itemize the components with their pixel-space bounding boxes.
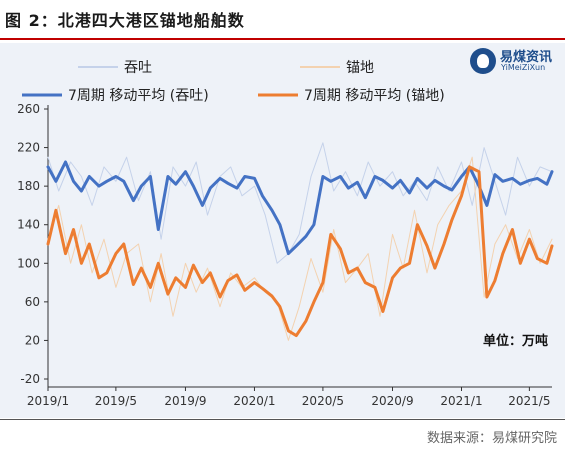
legend-label: 锚地 — [346, 60, 374, 76]
y-tick-label: 260 — [17, 102, 40, 116]
logo: 易煤资讯 YiMeiZiXun — [470, 46, 562, 78]
x-tick-label: 2020/1 — [233, 394, 275, 408]
footer-rule — [0, 419, 565, 420]
x-tick-label: 2020/5 — [302, 394, 344, 408]
title-bar: 图 2：北港四大港区锚地船舶数 — [0, 0, 565, 40]
legend-item-anchorage-raw: 锚地 — [300, 60, 374, 76]
source-note: 数据来源：易煤研究院 — [426, 431, 557, 446]
x-tick-label: 2019/9 — [164, 394, 206, 408]
x-tick-label: 2021/1 — [440, 394, 482, 408]
series-line-throughput-ma — [46, 160, 554, 256]
x-tick-label: 2021/5 — [508, 394, 550, 408]
legend-item-throughput-ma: 7周期 移动平均 (吞吐) — [22, 88, 209, 104]
y-tick-label: 20 — [25, 333, 40, 347]
series-line-throughput-raw — [47, 142, 553, 264]
logo-mark — [470, 48, 496, 74]
legend-label: 7周期 移动平均 (吞吐) — [68, 88, 209, 104]
logo-text-en: YiMeiZiXun — [501, 63, 546, 72]
chart-frame: -20 20 60 100 140 180 220 260 2019/1 2019/5 2019/9… — [0, 43, 565, 418]
legend-label: 7周期 移动平均 (锚地) — [304, 88, 445, 104]
x-tick-label: 2019/5 — [95, 394, 137, 408]
y-tick-label: 180 — [17, 179, 40, 193]
chart-svg: -20 20 60 100 140 180 220 260 2019/1 2019/5 2019/9… — [17, 60, 554, 408]
x-tick-label: 2019/1 — [27, 394, 69, 408]
y-tick-label: 60 — [25, 295, 40, 309]
y-tick-label: -20 — [20, 372, 40, 386]
title-rule — [0, 38, 565, 40]
x-tick-label: 2020/9 — [371, 394, 413, 408]
y-tick-label: 140 — [17, 218, 40, 232]
legend-item-anchorage-ma: 7周期 移动平均 (锚地) — [258, 88, 445, 104]
series-line-anchorage-ma — [46, 165, 554, 338]
y-tick-label: 220 — [17, 141, 40, 155]
y-tick-label: 100 — [17, 256, 40, 270]
legend-item-throughput-raw: 吞吐 — [78, 60, 152, 76]
logo-text-cn: 易煤资讯 — [500, 50, 553, 65]
unit-label: 单位：万吨 — [483, 333, 548, 349]
chart-title: 图 2：北港四大港区锚地船舶数 — [5, 11, 245, 30]
legend-label: 吞吐 — [124, 60, 152, 76]
